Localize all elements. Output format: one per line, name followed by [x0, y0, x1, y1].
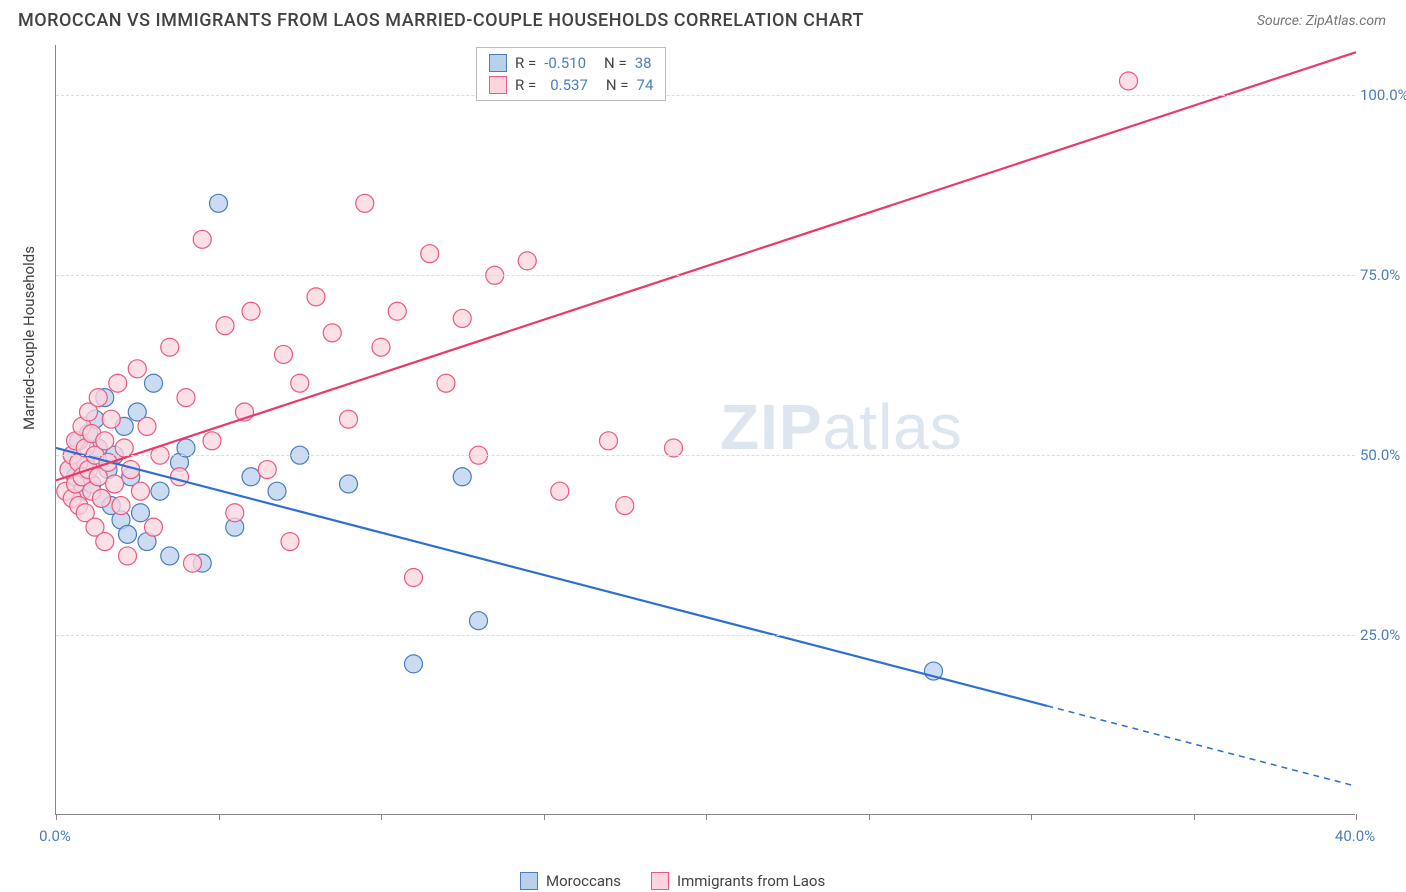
swatch-moroccans — [489, 54, 507, 72]
scatter-point-laos — [138, 417, 156, 435]
scatter-point-laos — [119, 547, 137, 565]
chart-title: MOROCCAN VS IMMIGRANTS FROM LAOS MARRIED… — [18, 10, 864, 31]
scatter-point-laos — [388, 302, 406, 320]
y-tick-label: 75.0% — [1360, 266, 1406, 284]
source-label: Source: ZipAtlas.com — [1257, 13, 1386, 29]
x-tick — [1194, 814, 1195, 820]
gridline-h — [56, 95, 1355, 96]
scatter-point-laos — [242, 302, 260, 320]
scatter-point-laos — [372, 338, 390, 356]
legend-item-laos: Immigrants from Laos — [651, 872, 825, 890]
gridline-h — [56, 275, 1355, 276]
scatter-plot-svg — [56, 45, 1356, 815]
scatter-point-laos — [128, 360, 146, 378]
x-tick — [544, 814, 545, 820]
scatter-point-laos — [518, 252, 536, 270]
n-value-laos: 74 — [637, 74, 654, 96]
r-label: R = — [515, 52, 536, 74]
scatter-point-laos — [216, 317, 234, 335]
scatter-point-laos — [184, 554, 202, 572]
swatch-moroccans — [520, 872, 538, 890]
scatter-point-laos — [132, 482, 150, 500]
swatch-laos — [489, 76, 507, 94]
gridline-h — [56, 635, 1355, 636]
x-tick-label: 0.0% — [39, 827, 71, 845]
n-value-moroccans: 38 — [635, 52, 652, 74]
r-value-laos: 0.537 — [550, 74, 588, 96]
y-axis-label: Married-couple Households — [20, 246, 38, 430]
scatter-point-moroccans — [405, 655, 423, 673]
y-tick-label: 100.0% — [1360, 86, 1406, 104]
scatter-point-moroccans — [145, 374, 163, 392]
scatter-point-moroccans — [470, 612, 488, 630]
gridline-h — [56, 455, 1355, 456]
x-tick — [706, 814, 707, 820]
scatter-point-laos — [258, 461, 276, 479]
legend-label: Moroccans — [546, 872, 621, 890]
scatter-point-laos — [323, 324, 341, 342]
scatter-point-laos — [291, 374, 309, 392]
scatter-point-laos — [340, 410, 358, 428]
x-tick — [869, 814, 870, 820]
scatter-point-laos — [1120, 72, 1138, 90]
legend-item-moroccans: Moroccans — [520, 872, 621, 890]
r-label: R = — [515, 74, 536, 96]
scatter-point-laos — [145, 518, 163, 536]
scatter-point-laos — [112, 497, 130, 515]
scatter-point-laos — [551, 482, 569, 500]
scatter-point-laos — [307, 288, 325, 306]
swatch-laos — [651, 872, 669, 890]
scatter-point-laos — [109, 374, 127, 392]
x-tick — [56, 814, 57, 820]
scatter-point-moroccans — [161, 547, 179, 565]
scatter-point-laos — [203, 432, 221, 450]
y-tick-label: 25.0% — [1360, 626, 1406, 644]
scatter-point-laos — [275, 345, 293, 363]
chart-plot-area: R = -0.510 N = 38 R = 0.537 N = 74 25.0%… — [55, 45, 1355, 815]
scatter-point-laos — [93, 489, 111, 507]
scatter-point-laos — [453, 309, 471, 327]
regression-line-laos — [56, 52, 1356, 480]
legend-row-laos: R = 0.537 N = 74 — [489, 74, 653, 96]
scatter-point-moroccans — [453, 468, 471, 486]
n-label: N = — [604, 52, 627, 74]
r-value-moroccans: -0.510 — [544, 52, 586, 74]
series-legend: Moroccans Immigrants from Laos — [520, 872, 825, 890]
scatter-point-laos — [96, 533, 114, 551]
n-label: N = — [606, 74, 629, 96]
x-tick — [219, 814, 220, 820]
x-tick — [1031, 814, 1032, 820]
scatter-point-laos — [193, 230, 211, 248]
x-tick — [1356, 814, 1357, 820]
legend-row-moroccans: R = -0.510 N = 38 — [489, 52, 653, 74]
regression-line-dashed-moroccans — [1047, 706, 1356, 786]
scatter-point-moroccans — [119, 525, 137, 543]
scatter-point-laos — [171, 468, 189, 486]
y-tick-label: 50.0% — [1360, 446, 1406, 464]
scatter-point-moroccans — [268, 482, 286, 500]
scatter-point-moroccans — [210, 194, 228, 212]
scatter-point-laos — [226, 504, 244, 522]
scatter-point-laos — [437, 374, 455, 392]
scatter-point-laos — [281, 533, 299, 551]
scatter-point-laos — [600, 432, 618, 450]
scatter-point-laos — [161, 338, 179, 356]
scatter-point-laos — [421, 245, 439, 263]
scatter-point-moroccans — [242, 468, 260, 486]
scatter-point-laos — [106, 475, 124, 493]
legend-label: Immigrants from Laos — [677, 872, 825, 890]
scatter-point-laos — [177, 389, 195, 407]
correlation-legend: R = -0.510 N = 38 R = 0.537 N = 74 — [476, 47, 666, 101]
scatter-point-laos — [356, 194, 374, 212]
scatter-point-laos — [96, 432, 114, 450]
scatter-point-laos — [405, 569, 423, 587]
scatter-point-moroccans — [340, 475, 358, 493]
scatter-point-moroccans — [132, 504, 150, 522]
x-tick-label: 40.0% — [1335, 827, 1375, 845]
scatter-point-laos — [89, 389, 107, 407]
scatter-point-laos — [616, 497, 634, 515]
x-tick — [381, 814, 382, 820]
scatter-point-laos — [102, 410, 120, 428]
scatter-point-moroccans — [151, 482, 169, 500]
